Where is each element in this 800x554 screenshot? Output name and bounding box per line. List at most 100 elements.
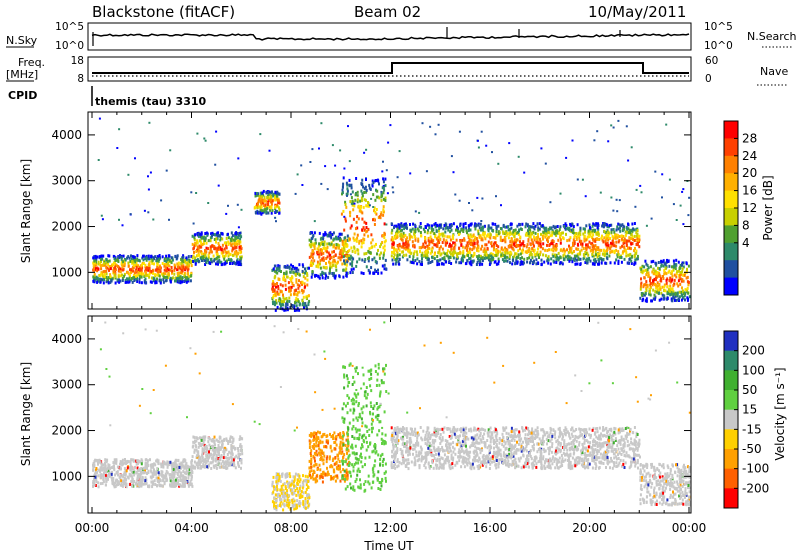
power-mark — [276, 198, 279, 202]
power-mark — [588, 246, 591, 250]
power-mark — [344, 203, 347, 206]
power-mark — [358, 241, 361, 245]
power-mark — [156, 277, 158, 281]
power-mark — [284, 308, 287, 312]
power-mark — [298, 273, 301, 277]
power-mark — [521, 242, 524, 246]
power-mark — [584, 230, 586, 234]
power-mark — [356, 226, 359, 230]
power-mark — [583, 239, 586, 243]
power-mark — [362, 185, 365, 189]
velocity-mark — [104, 483, 107, 487]
power-mark — [681, 270, 684, 274]
power-mark — [384, 258, 387, 262]
velocity-mark — [231, 453, 234, 456]
velocity-mark — [103, 469, 106, 473]
power-mark — [590, 242, 593, 246]
power-mark — [585, 238, 588, 242]
power-mark — [478, 226, 481, 230]
power-mark — [349, 193, 352, 196]
power-mark — [576, 262, 579, 266]
power-mark — [341, 191, 344, 195]
power-mark — [677, 260, 680, 264]
velocity-mark — [165, 474, 168, 478]
power-mark — [619, 229, 622, 233]
power-mark — [306, 266, 309, 270]
power-mark — [595, 253, 597, 257]
power-mark — [526, 257, 529, 260]
power-mark — [296, 291, 299, 295]
power-mark — [656, 271, 659, 274]
power-mark — [361, 178, 364, 182]
power-mark — [444, 243, 447, 247]
power-mark — [549, 262, 552, 266]
power-mark — [444, 226, 447, 230]
power-mark — [670, 271, 673, 275]
power-mark — [141, 263, 143, 267]
velocity-mark — [239, 443, 242, 447]
velocity-mark — [227, 442, 230, 445]
power-mark — [493, 242, 495, 246]
power-mark — [673, 264, 676, 268]
power-mark — [535, 258, 538, 262]
power-mark — [544, 232, 547, 236]
power-mark — [384, 184, 387, 188]
power-mark — [566, 226, 569, 230]
power-mark — [438, 241, 441, 244]
power-mark — [660, 291, 663, 295]
velocity-mark — [113, 466, 115, 470]
power-mark — [466, 248, 468, 252]
power-mark — [438, 262, 441, 266]
power-mark — [554, 255, 557, 259]
power-mark — [549, 227, 552, 231]
station-title: Blackstone (fitACF) — [92, 3, 235, 21]
power-mark — [476, 260, 479, 264]
power-mark — [471, 248, 474, 252]
power-mark — [337, 260, 339, 264]
power-mark — [220, 237, 223, 241]
power-mark — [568, 246, 571, 250]
power-mark — [412, 261, 415, 265]
power-mark — [265, 191, 268, 195]
power-mark — [144, 271, 147, 275]
power-mark — [437, 251, 440, 255]
velocity-mark — [231, 436, 234, 440]
noise-sky-trace — [91, 33, 690, 41]
power-mark — [633, 239, 636, 242]
power-mark — [620, 237, 623, 241]
power-mark — [195, 250, 198, 253]
power-mark — [673, 273, 676, 277]
power-mark — [145, 268, 148, 272]
power-mark — [174, 255, 177, 259]
power-mark — [352, 217, 355, 221]
power-mark — [330, 256, 333, 259]
power-mark — [373, 244, 376, 248]
power-mark — [382, 208, 385, 212]
velocity-mark — [171, 482, 174, 486]
power-mark — [462, 222, 465, 226]
power-mark — [523, 257, 526, 261]
power-mark — [472, 243, 475, 247]
power-mark — [259, 133, 262, 136]
power-mark — [227, 240, 230, 244]
velocity-mark — [238, 455, 240, 459]
velocity-mark — [183, 458, 186, 462]
power-mark — [480, 257, 483, 261]
power-mark — [591, 252, 594, 256]
power-mark — [98, 274, 101, 277]
power-mark — [480, 238, 483, 242]
power-mark — [512, 256, 515, 259]
power-mark — [638, 238, 641, 242]
power-mark — [667, 288, 670, 292]
power-mark — [537, 262, 540, 265]
power-mark — [596, 237, 598, 241]
power-mark — [450, 155, 453, 158]
velocity-mark — [201, 459, 204, 463]
power-mark — [162, 280, 165, 284]
power-mark — [495, 225, 498, 229]
power-mark — [351, 199, 354, 203]
velocity-mark — [197, 441, 200, 445]
power-mark — [157, 256, 160, 260]
power-mark — [156, 265, 159, 269]
power-mark — [460, 243, 463, 247]
